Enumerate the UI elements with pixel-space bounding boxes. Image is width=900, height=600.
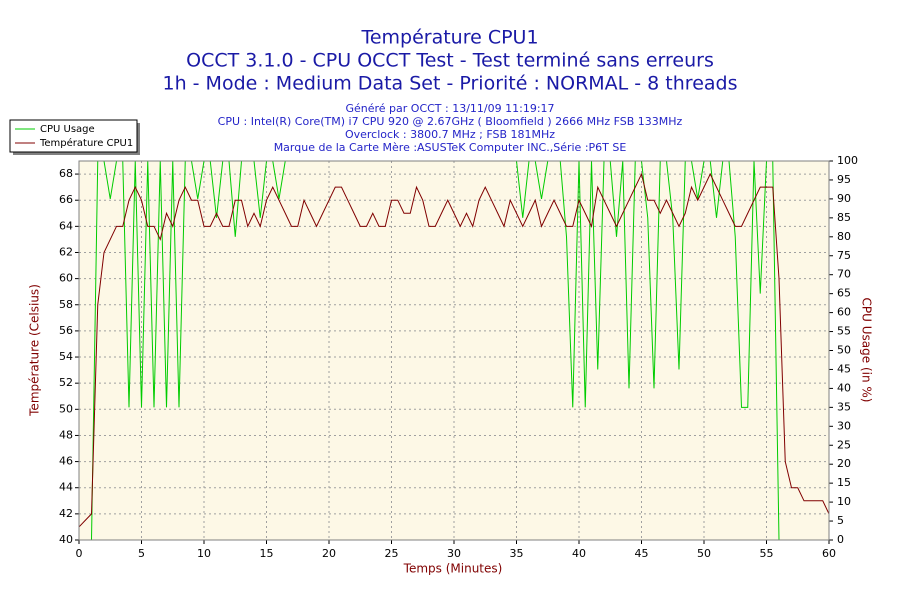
y-tick-label: 48 xyxy=(59,428,73,441)
plot-border xyxy=(78,160,830,541)
chart-title: Température CPU1 xyxy=(360,27,538,49)
y-tick-label: 46 xyxy=(59,455,73,468)
y-tick-label: 44 xyxy=(59,481,73,494)
x-tick-label: 35 xyxy=(510,547,524,560)
y-tick-label: 58 xyxy=(59,298,73,311)
x-tick-label: 25 xyxy=(385,547,399,560)
y-tick-label: 50 xyxy=(59,402,73,415)
chart-subtitle: OCCT 3.1.0 - CPU OCCT Test - Test termin… xyxy=(186,50,714,72)
y-tick-label: 68 xyxy=(59,167,73,180)
legend xyxy=(9,119,138,153)
y2-axis-label: CPU Usage (in %) xyxy=(860,298,874,403)
y2-tick-label: 0 xyxy=(837,533,844,546)
x-tick-label: 50 xyxy=(697,547,711,560)
y2-tick-label: 55 xyxy=(837,325,851,338)
y-tick-label: 62 xyxy=(59,245,73,258)
y2-tick-label: 10 xyxy=(837,495,851,508)
y2-tick-label: 80 xyxy=(837,230,851,243)
y2-tick-label: 90 xyxy=(837,192,851,205)
x-tick-label: 30 xyxy=(447,547,461,560)
y2-tick-label: 20 xyxy=(837,457,851,470)
y2-tick-label: 65 xyxy=(837,287,851,300)
x-tick-label: 60 xyxy=(822,547,836,560)
y2-tick-label: 30 xyxy=(837,419,851,432)
info-line: Marque de la Carte Mère :ASUSTeK Compute… xyxy=(274,141,627,154)
y-tick-label: 42 xyxy=(59,507,73,520)
y-tick-label: 64 xyxy=(59,219,73,232)
chart-subtitle: 1h - Mode : Medium Data Set - Priorité :… xyxy=(162,73,737,95)
y-tick-label: 56 xyxy=(59,324,73,337)
info-line: Overclock : 3800.7 MHz ; FSB 181MHz xyxy=(345,128,555,141)
x-tick-label: 15 xyxy=(260,547,274,560)
x-tick-label: 0 xyxy=(76,547,83,560)
y2-tick-label: 35 xyxy=(837,400,851,413)
legend-label: CPU Usage xyxy=(40,124,95,135)
y2-tick-label: 95 xyxy=(837,173,851,186)
x-tick-label: 45 xyxy=(635,547,649,560)
x-tick-label: 55 xyxy=(760,547,774,560)
info-line: Généré par OCCT : 13/11/09 11:19:17 xyxy=(345,102,554,115)
x-tick-label: 5 xyxy=(138,547,145,560)
y2-tick-label: 70 xyxy=(837,268,851,281)
info-line: CPU : Intel(R) Core(TM) i7 CPU 920 @ 2.6… xyxy=(218,115,683,128)
y-tick-label: 54 xyxy=(59,350,73,363)
y2-tick-label: 100 xyxy=(837,154,858,167)
series-line xyxy=(79,172,829,528)
legend-label: Température CPU1 xyxy=(39,137,133,149)
x-tick-label: 10 xyxy=(197,547,211,560)
y2-tick-label: 25 xyxy=(837,438,851,451)
y-tick-label: 66 xyxy=(59,193,73,206)
y-axis-label: Température (Celsius) xyxy=(28,284,42,417)
y-tick-label: 52 xyxy=(59,376,73,389)
y2-tick-label: 50 xyxy=(837,344,851,357)
x-tick-label: 40 xyxy=(572,547,586,560)
y2-tick-label: 85 xyxy=(837,211,851,224)
y-tick-label: 40 xyxy=(59,533,73,546)
y2-tick-label: 15 xyxy=(837,476,851,489)
y2-tick-label: 5 xyxy=(837,514,844,527)
y2-tick-label: 60 xyxy=(837,306,851,319)
y2-tick-label: 40 xyxy=(837,381,851,394)
x-axis-label: Temps (Minutes) xyxy=(403,562,503,576)
x-tick-label: 20 xyxy=(322,547,336,560)
y-tick-label: 60 xyxy=(59,272,73,285)
y2-tick-label: 75 xyxy=(837,249,851,262)
y2-tick-label: 45 xyxy=(837,362,851,375)
